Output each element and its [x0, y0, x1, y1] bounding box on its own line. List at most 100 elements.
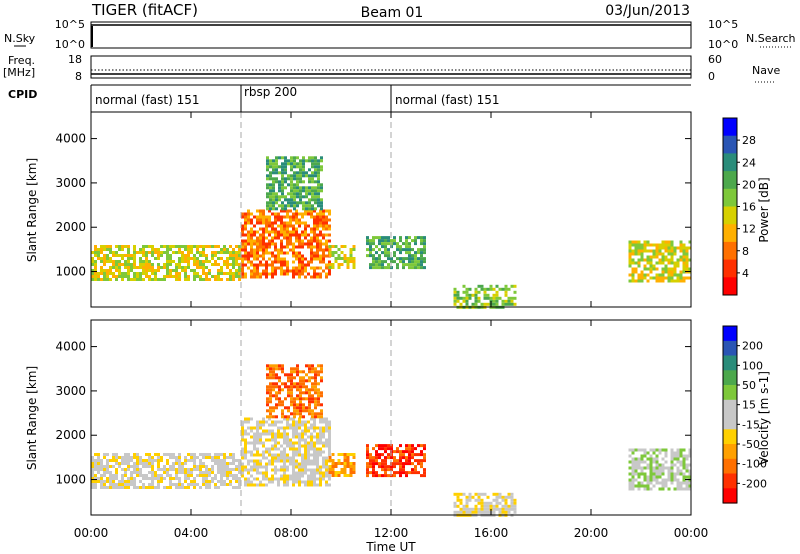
heatmap-cell	[317, 189, 320, 193]
heatmap-cell	[346, 459, 350, 462]
heatmap-cell	[241, 420, 244, 424]
heatmap-cell	[477, 492, 481, 496]
heatmap-cell	[304, 233, 307, 237]
heatmap-cell	[247, 242, 250, 246]
heatmap-cell	[232, 251, 235, 254]
heatmap-cell	[325, 480, 328, 484]
heatmap-cell	[293, 174, 296, 178]
heatmap-cell	[271, 480, 274, 484]
heatmap-cell	[631, 478, 635, 482]
heatmap-cell	[378, 260, 381, 264]
heatmap-cell	[319, 450, 322, 454]
heatmap-cell	[688, 448, 692, 452]
heatmap-cell	[241, 257, 244, 261]
heatmap-cell	[640, 258, 644, 262]
heatmap-cell	[184, 257, 187, 260]
heatmap-cell	[284, 180, 287, 184]
heatmap-cell	[483, 492, 487, 496]
heatmap-cell	[193, 456, 196, 459]
heatmap-cell	[331, 468, 335, 471]
heatmap-cell	[187, 263, 190, 266]
heatmap-cell	[178, 272, 181, 275]
heatmap-cell	[378, 257, 381, 261]
heatmap-cell	[121, 462, 124, 465]
heatmap-cell	[661, 255, 665, 259]
heatmap-cell	[184, 480, 187, 483]
heatmap-cell	[290, 370, 293, 374]
heatmap-cell	[325, 456, 328, 460]
heatmap-cell	[154, 486, 157, 489]
heatmap-cell	[301, 242, 304, 246]
heatmap-cell	[301, 221, 304, 225]
heatmap-cell	[290, 174, 293, 178]
heatmap-cell	[274, 272, 277, 276]
heatmap-cell	[250, 245, 253, 249]
heatmap-cell	[130, 474, 133, 477]
heatmap-cell	[649, 448, 653, 452]
colorbar-segment	[723, 444, 737, 460]
colorbar-segment	[723, 473, 737, 489]
heatmap-cell	[277, 236, 280, 240]
heatmap-cell	[253, 453, 256, 457]
heatmap-cell	[142, 251, 145, 254]
heatmap-cell	[94, 474, 97, 477]
heatmap-cell	[646, 481, 650, 485]
heatmap-cell	[193, 465, 196, 468]
heatmap-cell	[296, 406, 299, 410]
heatmap-cell	[381, 263, 384, 267]
heatmap-cell	[670, 273, 674, 277]
heatmap-cell	[313, 474, 316, 478]
heatmap-cell	[199, 263, 202, 266]
heatmap-cell	[685, 267, 689, 271]
heatmap-cell	[256, 266, 259, 270]
heatmap-cell	[302, 415, 305, 419]
heatmap-cell	[205, 266, 208, 269]
heatmap-cell	[262, 420, 265, 424]
heatmap-cell	[319, 215, 322, 219]
heatmap-cell	[483, 302, 487, 306]
heatmap-cell	[272, 382, 275, 386]
heatmap-cell	[317, 201, 320, 205]
heatmap-cell	[293, 186, 296, 190]
heatmap-cell	[196, 272, 199, 275]
heatmap-cell	[328, 272, 331, 276]
heatmap-cell	[308, 186, 311, 190]
heatmap-cell	[193, 263, 196, 266]
heatmap-cell	[311, 367, 314, 371]
heatmap-cell	[283, 426, 286, 430]
heatmap-cell	[328, 432, 331, 436]
heatmap-cell	[307, 233, 310, 237]
heatmap-cell	[250, 218, 253, 222]
heatmap-cell	[307, 242, 310, 246]
heatmap-cell	[259, 438, 262, 442]
heatmap-cell	[319, 266, 322, 270]
heatmap-cell	[420, 251, 423, 255]
heatmap-cell	[169, 254, 172, 257]
heatmap-cell	[311, 159, 314, 163]
heatmap-cell	[310, 215, 313, 219]
heatmap-cell	[673, 475, 677, 479]
heatmap-cell	[151, 248, 154, 251]
heatmap-cell	[378, 242, 381, 246]
heatmap-cell	[250, 212, 253, 216]
heatmap-cell	[510, 284, 514, 288]
heatmap-cell	[628, 264, 632, 268]
heatmap-cell	[115, 471, 118, 474]
heatmap-cell	[688, 481, 692, 485]
heatmap-cell	[295, 218, 298, 222]
heatmap-cell	[369, 453, 372, 457]
heatmap-cell	[293, 204, 296, 208]
heatmap-cell	[307, 272, 310, 276]
heatmap-cell	[402, 453, 405, 457]
heatmap-cell	[292, 471, 295, 475]
heatmap-cell	[305, 385, 308, 389]
heatmap-cell	[664, 270, 668, 274]
heatmap-cell	[384, 251, 387, 255]
heatmap-cell	[310, 254, 313, 258]
heatmap-cell	[109, 477, 112, 480]
heatmap-cell	[286, 417, 289, 421]
heatmap-cell	[151, 483, 154, 486]
heatmap-cell	[226, 456, 229, 459]
heatmap-cell	[277, 459, 280, 463]
nsearch-tick-top: 10^5	[708, 18, 738, 31]
